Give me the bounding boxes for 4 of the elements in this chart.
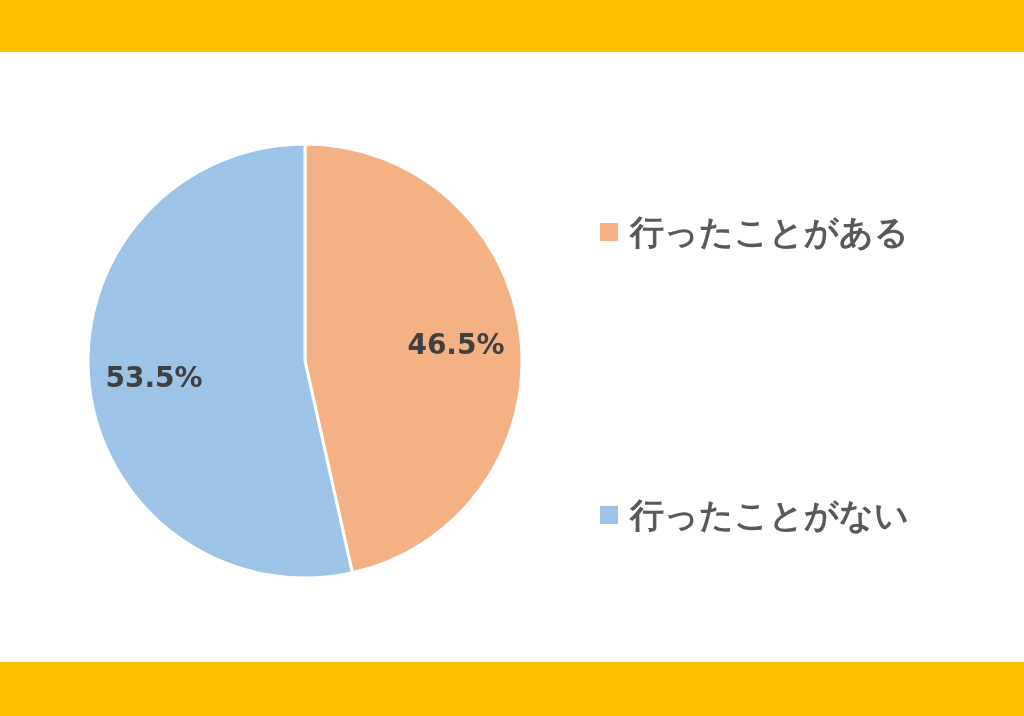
legend-label: 行ったことがある (629, 212, 909, 252)
data-label: 53.5% (105, 361, 203, 395)
legend-label: 行ったことがない (629, 495, 909, 535)
data-label: 46.5% (407, 327, 505, 361)
